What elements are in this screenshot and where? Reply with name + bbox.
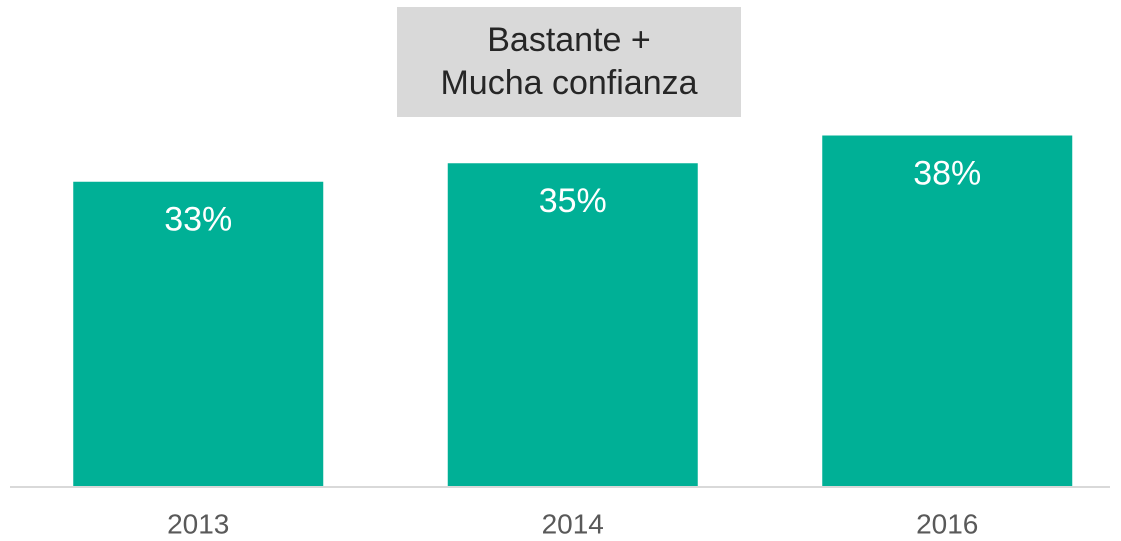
x-tick-label: 2013 (167, 508, 229, 539)
bar (822, 135, 1073, 487)
bar (447, 163, 698, 487)
chart-title: Bastante + Mucha confianza (397, 7, 741, 117)
value-label: 35% (539, 182, 607, 220)
x-tick-label: 2016 (916, 508, 978, 539)
bar (73, 181, 324, 487)
value-label: 38% (913, 154, 981, 192)
value-label: 33% (164, 201, 232, 239)
x-tick-label: 2014 (542, 508, 604, 539)
